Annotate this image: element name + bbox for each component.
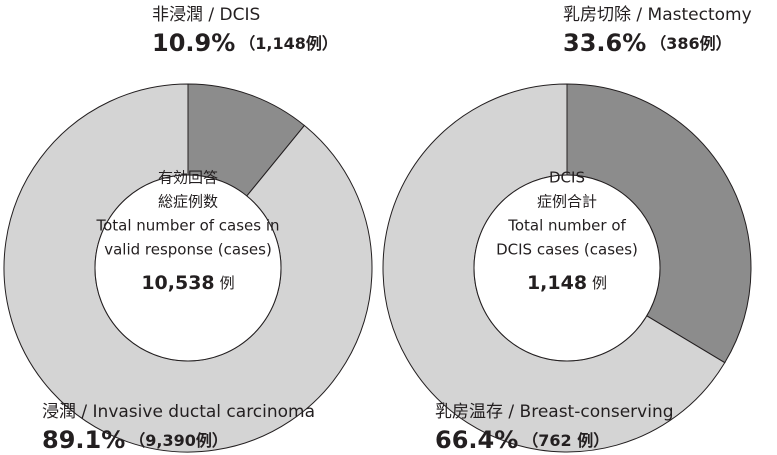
slice-percent: 33.6% （386例） <box>563 29 732 57</box>
percent-value: 89.1% <box>42 426 125 454</box>
total-value: 1,148 <box>527 272 587 294</box>
inner-circle <box>473 174 661 362</box>
center-text: 総症例数 <box>158 193 218 211</box>
center-text: Total number of <box>507 217 626 235</box>
slice-label: 浸潤 / Invasive ductal carcinoma <box>42 402 315 422</box>
center-text: DCIS <box>549 169 585 187</box>
slice-label: 乳房切除 / Mastectomy <box>563 5 752 25</box>
slice-label: 非浸潤 / DCIS <box>152 5 260 25</box>
slice-percent: 66.4% （762 例） <box>435 426 609 454</box>
center-text: Total number of cases in <box>95 217 279 235</box>
slice-percent: 89.1% （9,390例） <box>42 426 228 454</box>
center-text: 有効回答 <box>158 169 218 187</box>
slice-label: 乳房温存 / Breast-conserving <box>435 402 674 422</box>
total-unit: 例 <box>592 274 607 292</box>
count-label: （1,148例） <box>239 34 338 53</box>
slice-percent: 10.9% （1,148例） <box>152 29 338 57</box>
percent-value: 33.6% <box>563 29 646 57</box>
percent-value: 10.9% <box>152 29 235 57</box>
total-value: 10,538 <box>141 272 214 294</box>
count-label: （386例） <box>650 34 731 53</box>
center-text: valid response (cases) <box>104 241 272 259</box>
inner-circle <box>94 174 282 362</box>
center-text: DCIS cases (cases) <box>496 241 638 259</box>
count-label: （9,390例） <box>129 431 228 450</box>
percent-value: 66.4% <box>435 426 518 454</box>
count-label: （762 例） <box>522 431 609 450</box>
center-total: 10,538 例 <box>141 272 234 294</box>
center-total: 1,148 例 <box>527 272 607 294</box>
center-text: 症例合計 <box>537 193 597 211</box>
total-unit: 例 <box>220 274 235 292</box>
